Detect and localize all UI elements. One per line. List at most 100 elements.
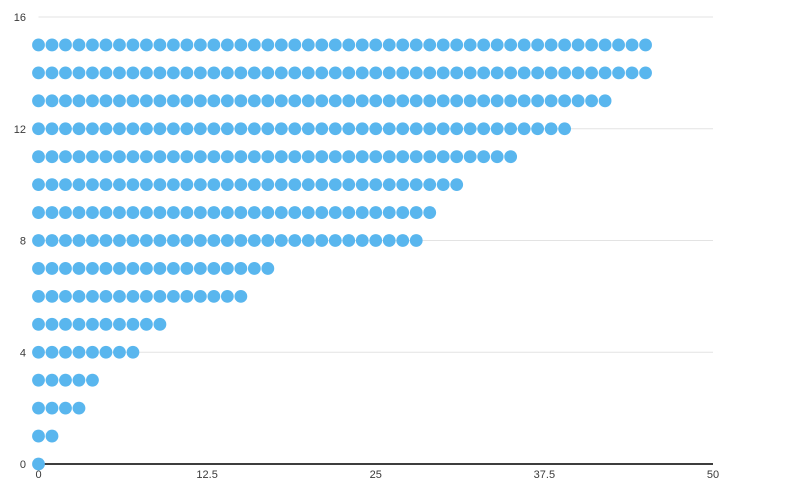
- data-dot: [140, 206, 153, 219]
- data-dot: [625, 38, 639, 52]
- data-dot: [301, 38, 315, 52]
- data-dot: [463, 94, 477, 108]
- y-tick-label: 16: [14, 12, 26, 24]
- data-dot: [45, 429, 59, 443]
- data-dot: [113, 262, 126, 275]
- data-dot: [342, 206, 356, 219]
- data-dot: [355, 38, 369, 52]
- data-dot: [328, 206, 342, 219]
- data-dot: [193, 66, 207, 80]
- data-dot: [288, 178, 302, 192]
- data-dot: [558, 66, 572, 80]
- data-dot: [126, 94, 140, 108]
- data-dot: [45, 66, 59, 80]
- data-dot: [261, 262, 275, 275]
- data-dot: [382, 66, 396, 80]
- data-dot: [274, 66, 288, 80]
- data-dot: [261, 94, 275, 108]
- data-dot: [193, 234, 207, 247]
- data-dot: [423, 178, 437, 192]
- data-dot: [612, 66, 625, 80]
- data-dot: [45, 178, 59, 192]
- data-dot: [140, 38, 153, 52]
- data-dot: [86, 206, 99, 219]
- data-dot: [140, 317, 153, 331]
- data-dot: [234, 262, 248, 275]
- data-dot: [113, 234, 126, 247]
- data-dot: [32, 289, 45, 303]
- data-dot: [247, 206, 261, 219]
- data-dot: [234, 178, 248, 192]
- data-dot: [409, 206, 423, 219]
- data-dot: [32, 317, 45, 331]
- x-tick-labels: 0 12.5 25 37.5 50: [35, 469, 719, 481]
- data-dot: [45, 401, 59, 415]
- data-dot: [355, 150, 369, 164]
- data-dot: [140, 150, 153, 164]
- data-dot: [315, 122, 329, 136]
- data-dot: [72, 401, 86, 415]
- data-dot: [153, 122, 167, 136]
- data-dot: [450, 122, 464, 136]
- data-dot: [72, 178, 86, 192]
- data-dot: [99, 317, 113, 331]
- data-dot: [288, 122, 302, 136]
- data-dot: [153, 262, 167, 275]
- data-dot: [72, 150, 86, 164]
- data-dot: [220, 150, 234, 164]
- data-dot: [531, 66, 545, 80]
- data-dot: [382, 94, 396, 108]
- data-dot: [220, 289, 234, 303]
- data-dot: [72, 262, 86, 275]
- data-dot: [207, 206, 221, 219]
- y-tick-label: 12: [14, 124, 26, 136]
- data-dot: [220, 234, 234, 247]
- data-dot: [234, 94, 248, 108]
- data-dot: [45, 373, 59, 387]
- data-dot: [234, 66, 248, 80]
- data-dot: [167, 262, 180, 275]
- data-dot: [59, 317, 72, 331]
- data-dot: [342, 150, 356, 164]
- data-dot: [639, 66, 652, 80]
- x-tick-label: 37.5: [534, 469, 555, 481]
- data-dot: [328, 94, 342, 108]
- data-dot: [504, 150, 518, 164]
- x-tick-label: 25: [370, 469, 382, 481]
- data-dot: [396, 206, 410, 219]
- data-dot: [167, 234, 180, 247]
- data-dot: [180, 289, 194, 303]
- data-dot: [99, 178, 113, 192]
- data-dot: [247, 262, 261, 275]
- data-dot: [261, 178, 275, 192]
- data-dot: [72, 345, 86, 359]
- data-dot: [113, 289, 126, 303]
- data-dot: [328, 234, 342, 247]
- data-dot: [274, 94, 288, 108]
- data-dot: [261, 234, 275, 247]
- data-dot: [301, 150, 315, 164]
- data-dot: [423, 94, 437, 108]
- data-dot: [531, 38, 545, 52]
- data-dot: [207, 122, 221, 136]
- data-dot: [167, 206, 180, 219]
- data-dot: [32, 150, 45, 164]
- data-dot: [625, 66, 639, 80]
- data-dot: [355, 234, 369, 247]
- data-dot: [126, 206, 140, 219]
- data-dot: [207, 234, 221, 247]
- data-dot: [72, 94, 86, 108]
- data-dot: [315, 206, 329, 219]
- data-dot: [99, 150, 113, 164]
- data-dot: [261, 150, 275, 164]
- data-dot: [396, 38, 410, 52]
- data-dot: [544, 38, 558, 52]
- data-dot: [72, 373, 86, 387]
- data-dot: [490, 66, 504, 80]
- data-dot: [193, 178, 207, 192]
- data-dot: [32, 178, 45, 192]
- data-dot: [32, 401, 45, 415]
- data-dot: [274, 178, 288, 192]
- data-dot: [59, 150, 72, 164]
